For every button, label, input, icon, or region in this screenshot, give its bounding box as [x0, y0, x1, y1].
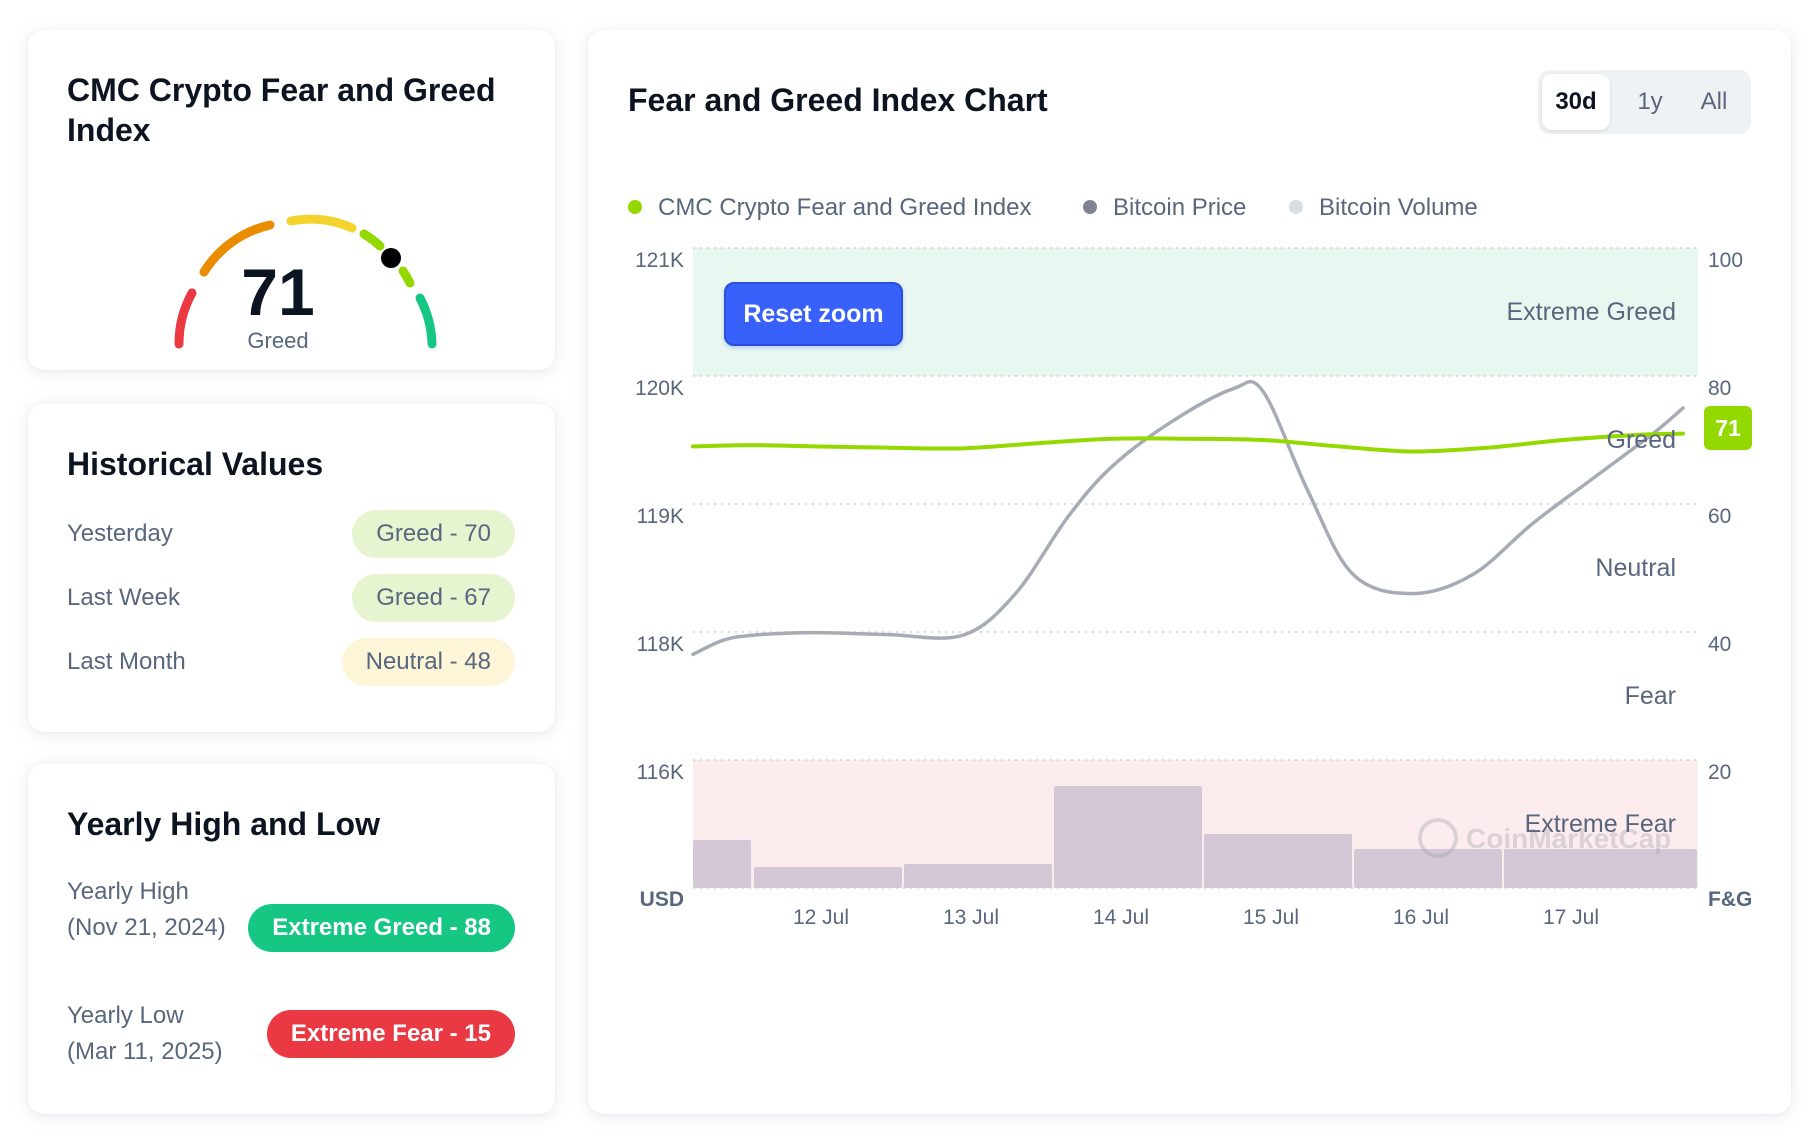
yearly-title: Yearly High and Low [67, 806, 380, 842]
left-axis-tick: 119K [637, 505, 685, 528]
left-axis-tick: 120K [635, 377, 684, 400]
historical-title: Historical Values [67, 446, 324, 482]
volume-bar [1504, 849, 1697, 888]
legend-item-bitcoin-price[interactable]: Bitcoin Price [1083, 192, 1246, 224]
legend-item-bitcoin-volume[interactable]: Bitcoin Volume [1289, 192, 1478, 224]
gauge-arc [174, 214, 437, 349]
x-axis-tick: 17 Jul [1543, 906, 1599, 929]
yearly-low-badge: Extreme Fear - 15 [266, 1010, 515, 1058]
gauge-label: Greed [247, 328, 309, 353]
zone-label: Extreme Greed [1506, 298, 1676, 326]
right-axis-tick: 20 [1708, 761, 1731, 784]
right-axis-tick: 60 [1708, 505, 1731, 528]
coinmarketcap-logo-icon [1418, 818, 1458, 858]
fear-greed-index-card: CMC Crypto Fear and Greed Index 71 Greed [28, 30, 555, 370]
volume-bar [754, 867, 902, 888]
zone-label: Extreme Fear [1525, 810, 1676, 838]
index-card-title: CMC Crypto Fear and Greed Index [67, 72, 496, 148]
fear-greed-gauge: 71 Greed [148, 180, 448, 360]
yearly-high-badge: Extreme Greed - 88 [248, 904, 515, 952]
left-axis-tick: 121K [635, 249, 684, 272]
current-value-text: 71 [1715, 415, 1741, 441]
gauge-needle-dot [381, 248, 401, 268]
history-row-label: Last Week [67, 584, 180, 611]
chart-title: Fear and Greed Index Chart [628, 82, 1048, 118]
tab-all[interactable]: All [1700, 88, 1728, 115]
yearly-low-date: (Mar 11, 2025) [67, 1038, 223, 1065]
volume-bar [1054, 786, 1202, 888]
yearly-low-label: Yearly Low [67, 1002, 184, 1029]
history-row-label: Yesterday [67, 520, 173, 547]
tab-1y[interactable]: 1y [1637, 88, 1663, 115]
history-row-label: Last Month [67, 648, 186, 675]
right-axis-unit: F&G [1708, 888, 1752, 911]
x-axis-tick: 14 Jul [1093, 906, 1149, 929]
x-axis-tick: 12 Jul [793, 906, 849, 929]
volume-bar [904, 864, 1052, 888]
fear-greed-chart-card: Fear and Greed Index Chart 30d 1y All CM… [588, 30, 1791, 1114]
range-tabs: 30d 1y All [1538, 70, 1751, 134]
history-value-badge: Greed - 70 [352, 510, 515, 558]
bitcoin-price-line [691, 380, 1685, 657]
reset-zoom-button[interactable]: Reset zoom [724, 282, 903, 346]
legend-dot-icon [1083, 200, 1097, 214]
historical-values-card: Historical Values Yesterday Greed - 70 L… [28, 404, 555, 732]
gauge-value: 71 [241, 255, 315, 329]
history-value-badge: Greed - 67 [352, 574, 515, 622]
tab-30d[interactable]: 30d [1542, 74, 1610, 130]
legend-item-fear-greed[interactable]: CMC Crypto Fear and Greed Index [628, 192, 1032, 224]
legend-label: Bitcoin Price [1113, 194, 1247, 221]
zone-label: Greed [1607, 426, 1676, 454]
chart-plot[interactable]: CoinMarketCap 121K 120K 119K 118K 116K USD 100… [588, 30, 1791, 1114]
left-axis-tick: 116K [637, 761, 685, 784]
right-axis-tick: 80 [1708, 377, 1731, 400]
volume-bar [693, 840, 751, 888]
watermark-text: CoinMarketCap [1466, 823, 1671, 854]
volume-bar [1204, 834, 1352, 888]
watermark: CoinMarketCap [1418, 818, 1671, 858]
left-axis-tick: 118K [637, 633, 685, 656]
yearly-high-date: (Nov 21, 2024) [67, 914, 226, 941]
zone-label: Fear [1625, 682, 1676, 710]
x-axis-tick: 15 Jul [1243, 906, 1299, 929]
left-axis-unit: USD [640, 888, 684, 911]
yearly-high-low-card: Yearly High and Low Yearly High (Nov 21,… [28, 764, 555, 1114]
volume-bar [1354, 849, 1502, 888]
current-value-badge [1704, 406, 1752, 450]
history-value-badge: Neutral - 48 [341, 638, 515, 686]
right-axis-tick: 40 [1708, 633, 1731, 656]
fear-greed-line [691, 431, 1685, 454]
legend-label: Bitcoin Volume [1319, 194, 1478, 221]
yearly-high-label: Yearly High [67, 878, 189, 905]
legend-dot-icon [1289, 200, 1303, 214]
zone-label: Neutral [1595, 554, 1676, 582]
x-axis-tick: 16 Jul [1393, 906, 1449, 929]
x-axis-tick: 13 Jul [943, 906, 999, 929]
right-axis-tick: 100 [1708, 249, 1743, 272]
legend-dot-icon [628, 200, 642, 214]
legend-label: CMC Crypto Fear and Greed Index [658, 194, 1032, 221]
